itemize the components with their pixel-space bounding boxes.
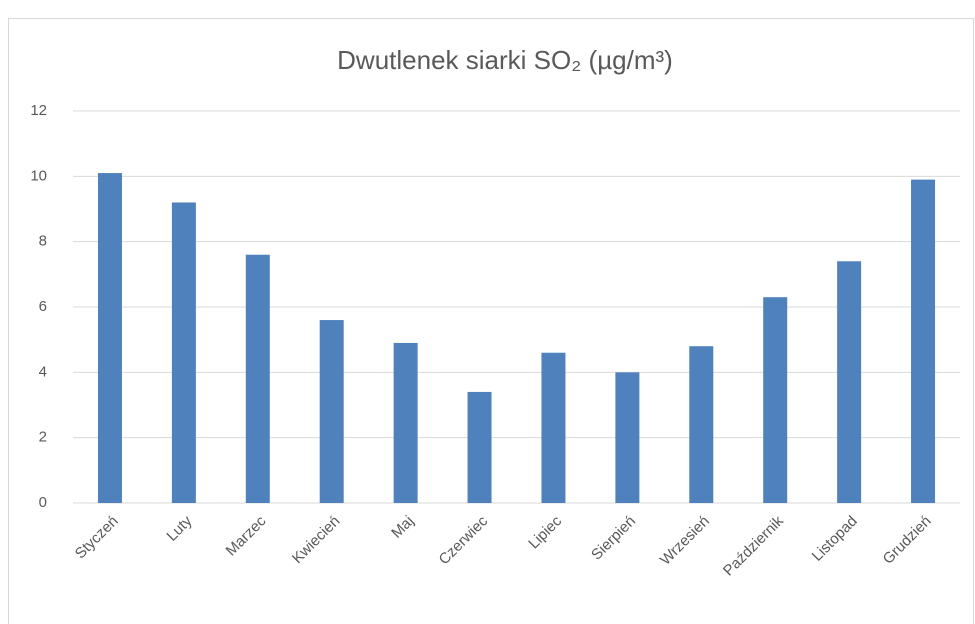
y-tick-label: 6 bbox=[39, 298, 47, 315]
bar bbox=[763, 297, 788, 503]
bar bbox=[171, 202, 196, 503]
bar bbox=[689, 346, 714, 503]
y-tick-label: 2 bbox=[39, 429, 47, 446]
y-tick-label: 0 bbox=[39, 494, 47, 511]
bar bbox=[837, 261, 862, 503]
bar bbox=[319, 320, 344, 503]
y-tick-label: 12 bbox=[30, 102, 47, 119]
bar bbox=[245, 254, 270, 503]
bar bbox=[615, 372, 640, 503]
bar bbox=[911, 179, 936, 503]
y-tick-label: 10 bbox=[30, 167, 47, 184]
bar bbox=[393, 342, 418, 503]
y-tick-label: 4 bbox=[39, 363, 47, 380]
bar bbox=[541, 352, 566, 503]
y-tick-label: 8 bbox=[39, 233, 47, 250]
chart-title: Dwutlenek siarki SO₂ (µg/m³) bbox=[337, 45, 673, 75]
chart-frame bbox=[8, 18, 974, 624]
bar bbox=[97, 173, 122, 504]
bar bbox=[467, 391, 492, 503]
